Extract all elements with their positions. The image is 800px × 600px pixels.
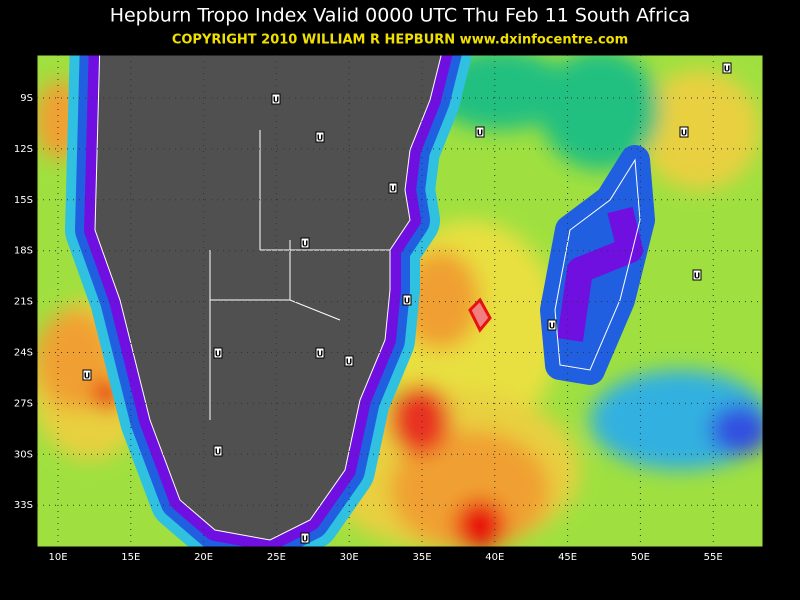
station-marker: [344, 355, 354, 367]
station-label: U: [724, 65, 731, 74]
station-label: U: [681, 129, 688, 138]
lon-label: 35E: [412, 552, 431, 563]
lat-label: 15S: [14, 195, 33, 206]
lat-label: 12S: [14, 144, 33, 155]
lat-label: 9S: [20, 93, 33, 104]
station-label: U: [302, 535, 309, 544]
station-label: U: [694, 272, 701, 281]
station-label: U: [477, 129, 484, 138]
station-marker: [315, 347, 325, 359]
station-marker: [388, 182, 398, 194]
station-marker: [692, 269, 702, 281]
station-marker: [679, 126, 689, 138]
station-label: U: [302, 240, 309, 249]
station-marker: [315, 131, 325, 143]
station-label: U: [346, 358, 353, 367]
lat-label: 30S: [14, 449, 33, 460]
lat-label: 24S: [14, 348, 33, 359]
lon-label: 30E: [340, 552, 359, 563]
copyright: COPYRIGHT 2010 WILLIAM R HEPBURN www.dxi…: [172, 33, 628, 48]
title: Hepburn Tropo Index Valid 0000 UTC Thu F…: [110, 5, 691, 27]
station-label: U: [273, 96, 280, 105]
station-label: U: [404, 297, 411, 306]
station-label: U: [317, 134, 324, 143]
lon-label: 20E: [194, 552, 213, 563]
station-label: U: [390, 185, 397, 194]
lat-label: 21S: [14, 297, 33, 308]
map-field: [37, 55, 763, 547]
lon-label: 15E: [121, 552, 140, 563]
lat-label: 27S: [14, 398, 33, 409]
lon-label: 45E: [558, 552, 577, 563]
station-label: U: [215, 448, 222, 457]
station-label: U: [84, 372, 91, 381]
lon-label: 40E: [485, 552, 504, 563]
station-marker: [271, 93, 281, 105]
station-label: U: [215, 350, 222, 359]
station-label: U: [317, 350, 324, 359]
lon-label: 55E: [704, 552, 723, 563]
station-marker: [213, 445, 223, 457]
station-marker: [722, 62, 732, 74]
lon-label: 25E: [267, 552, 286, 563]
lat-label: 33S: [14, 500, 33, 511]
map-frame: [36, 54, 764, 548]
station-marker: [213, 347, 223, 359]
station-marker: [547, 319, 557, 331]
lon-label: 50E: [631, 552, 650, 563]
station-marker: [300, 532, 310, 544]
station-marker: [300, 237, 310, 249]
station-marker: [475, 126, 485, 138]
station-marker: [402, 294, 412, 306]
station-label: U: [549, 322, 556, 331]
station-marker: [82, 369, 92, 381]
lat-label: 18S: [14, 246, 33, 257]
lon-label: 10E: [48, 552, 67, 563]
